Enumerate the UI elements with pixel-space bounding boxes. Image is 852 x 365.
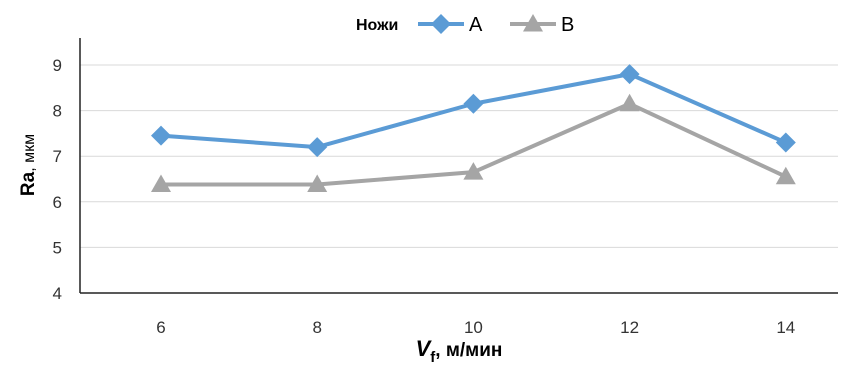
y-tick-8: 8 bbox=[53, 102, 62, 121]
series-b bbox=[151, 93, 796, 192]
y-tick-4: 4 bbox=[53, 284, 62, 303]
y-axis-label-rest: , мкм bbox=[21, 134, 38, 172]
x-tick-10: 10 bbox=[464, 318, 483, 337]
legend-item-a: A bbox=[418, 14, 483, 36]
legend-swatch-marker-b bbox=[523, 14, 543, 32]
series-a bbox=[151, 64, 796, 158]
legend-label-b: B bbox=[561, 14, 574, 36]
legend-label-a: A bbox=[469, 14, 483, 36]
x-axis-label-main: V bbox=[416, 336, 433, 361]
series-a-point bbox=[463, 93, 484, 114]
legend-swatch-marker-a bbox=[431, 14, 451, 34]
x-axis-label-rest: , м/мин bbox=[435, 340, 502, 361]
series-b-point bbox=[775, 166, 796, 185]
y-tick-5: 5 bbox=[53, 238, 62, 257]
y-tick-labels: 4 5 6 7 8 9 bbox=[53, 56, 62, 303]
x-tick-12: 12 bbox=[620, 318, 639, 337]
series-a-point bbox=[619, 64, 640, 85]
series-b-point bbox=[619, 93, 640, 112]
x-axis-label-sub: f bbox=[430, 349, 436, 365]
x-tick-6: 6 bbox=[156, 318, 165, 337]
x-axis-label: Vf, м/мин bbox=[416, 336, 503, 365]
x-tick-14: 14 bbox=[776, 318, 795, 337]
series-b-point bbox=[463, 162, 484, 180]
series-a-point bbox=[151, 125, 171, 146]
series-group bbox=[151, 64, 796, 192]
series-a-point bbox=[775, 132, 796, 153]
series-a-point bbox=[307, 137, 328, 158]
gridlines bbox=[80, 64, 838, 248]
y-tick-9: 9 bbox=[53, 56, 62, 75]
legend-item-b: B bbox=[510, 14, 574, 36]
x-tick-labels: 6 8 10 12 14 bbox=[156, 318, 795, 337]
series-b-point bbox=[307, 174, 328, 192]
y-axis-label: Ra, мкм bbox=[18, 134, 39, 196]
y-tick-7: 7 bbox=[53, 147, 62, 166]
y-axis-label-main: Ra bbox=[18, 171, 39, 196]
y-tick-6: 6 bbox=[53, 193, 62, 212]
series-b-point bbox=[151, 174, 171, 192]
legend-title: Ножи bbox=[356, 17, 398, 34]
x-tick-8: 8 bbox=[312, 318, 321, 337]
